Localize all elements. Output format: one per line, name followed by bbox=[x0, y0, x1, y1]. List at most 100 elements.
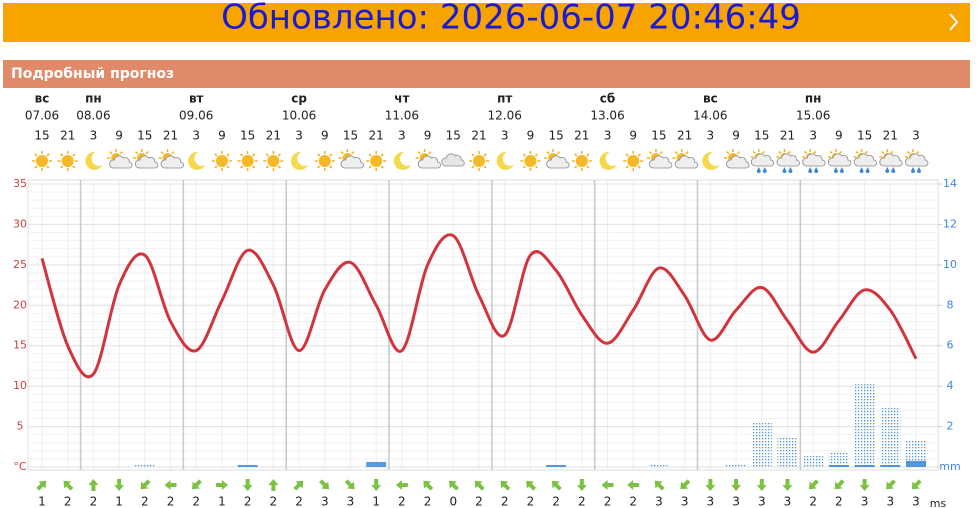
sun-ray bbox=[483, 153, 487, 157]
weather-icon bbox=[366, 151, 387, 171]
sun-ray bbox=[226, 153, 230, 157]
day-date: 09.06 bbox=[179, 109, 213, 123]
wind-speed: 2 bbox=[604, 495, 612, 508]
sun bbox=[370, 155, 383, 167]
sun-ray bbox=[252, 165, 256, 169]
hour-label: 9 bbox=[835, 129, 843, 143]
sun bbox=[241, 155, 254, 167]
hour-label: 21 bbox=[883, 129, 898, 143]
wind-arrow bbox=[63, 480, 74, 491]
wind-arrow bbox=[242, 479, 253, 491]
day-name: чт bbox=[394, 92, 409, 106]
sun-ray bbox=[674, 151, 678, 155]
weather-icon bbox=[827, 149, 852, 173]
sun-ray bbox=[471, 153, 475, 157]
sun-ray bbox=[46, 165, 50, 169]
weather-icon bbox=[520, 151, 541, 171]
sun-ray bbox=[417, 151, 421, 155]
cloud bbox=[109, 155, 133, 169]
y-tick-label: 35 bbox=[13, 177, 27, 190]
sun-ray bbox=[736, 151, 740, 155]
wind-arrow bbox=[756, 479, 767, 491]
sun-ray bbox=[380, 153, 384, 157]
weather-icon bbox=[441, 153, 465, 167]
y-tick-label: 30 bbox=[13, 217, 27, 230]
rain-drop bbox=[833, 167, 838, 173]
wind-speed: 3 bbox=[886, 495, 894, 508]
rain-drop bbox=[911, 167, 915, 173]
wind-speed: 2 bbox=[835, 495, 843, 508]
sun-ray bbox=[72, 165, 76, 169]
wind-speed: 2 bbox=[90, 495, 98, 508]
sun-ray bbox=[380, 165, 384, 169]
moon bbox=[496, 151, 514, 170]
y2-tick-label: 14 bbox=[943, 177, 957, 190]
day-date: 13.06 bbox=[590, 109, 624, 123]
moon bbox=[393, 151, 411, 170]
wind-speed: 3 bbox=[784, 495, 792, 508]
weather-icon bbox=[132, 149, 159, 169]
wind-arrow bbox=[474, 480, 485, 491]
y-tick-label: 10 bbox=[13, 379, 27, 392]
sun-ray bbox=[34, 165, 38, 169]
day-date: 14.06 bbox=[693, 109, 727, 123]
hour-label: 3 bbox=[604, 129, 612, 143]
hour-label: 9 bbox=[424, 129, 432, 143]
day-name: вс bbox=[703, 92, 718, 106]
precip-bar bbox=[906, 440, 926, 467]
wind-speed: 3 bbox=[861, 495, 869, 508]
hour-label: 3 bbox=[398, 129, 406, 143]
wind-speed: 3 bbox=[707, 495, 715, 508]
wind-arrow bbox=[449, 480, 459, 491]
weather-icon bbox=[107, 149, 133, 169]
wind-arrow bbox=[88, 479, 99, 491]
sun-ray bbox=[916, 150, 920, 154]
day-name: пн bbox=[805, 92, 822, 106]
wind-speed: 2 bbox=[64, 495, 72, 508]
sun-ray bbox=[265, 165, 269, 169]
hour-label: 9 bbox=[321, 129, 329, 143]
wind-speed: 2 bbox=[270, 495, 278, 508]
plot-frame bbox=[27, 179, 939, 471]
banner[interactable] bbox=[3, 3, 970, 42]
wind-speed: 1 bbox=[372, 495, 380, 508]
hour-label: 15 bbox=[34, 129, 49, 143]
cloud bbox=[853, 153, 877, 167]
precip-bar bbox=[751, 422, 772, 467]
day-date: 11.06 bbox=[385, 109, 419, 123]
precip-bar bbox=[854, 384, 875, 467]
sun-ray bbox=[60, 153, 64, 157]
sun-ray bbox=[428, 151, 432, 155]
wind-arrow bbox=[344, 479, 355, 490]
wind-speed: 2 bbox=[552, 495, 560, 508]
y-tick-label: 5 bbox=[17, 420, 24, 433]
chevron[interactable] bbox=[949, 13, 959, 31]
hour-label: 21 bbox=[574, 129, 589, 143]
weather-icon bbox=[338, 149, 364, 169]
wind-speed: 1 bbox=[218, 495, 226, 508]
sun-ray bbox=[317, 153, 321, 157]
moon bbox=[291, 151, 309, 170]
wind-arrow bbox=[526, 480, 537, 491]
hour-label: 21 bbox=[780, 129, 795, 143]
sun bbox=[318, 155, 331, 167]
sun-ray bbox=[803, 150, 808, 154]
sun-ray bbox=[890, 150, 894, 154]
weather-icon bbox=[237, 151, 258, 171]
sun-ray bbox=[265, 153, 269, 157]
wind-arrow bbox=[114, 479, 125, 491]
rain-drop bbox=[782, 167, 787, 173]
sun-ray bbox=[659, 151, 663, 155]
sun bbox=[575, 155, 588, 167]
day-name: сб bbox=[600, 92, 616, 106]
cloud bbox=[726, 155, 750, 169]
wind-arrow bbox=[654, 480, 665, 491]
hour-label: 15 bbox=[857, 129, 872, 143]
weather-icon bbox=[32, 151, 52, 171]
wind-speed: 3 bbox=[655, 495, 663, 508]
sun-ray bbox=[685, 151, 689, 155]
cloud bbox=[160, 155, 184, 169]
wind-arrow bbox=[395, 480, 408, 491]
hour-label: 3 bbox=[809, 129, 817, 143]
cloud bbox=[441, 153, 465, 167]
